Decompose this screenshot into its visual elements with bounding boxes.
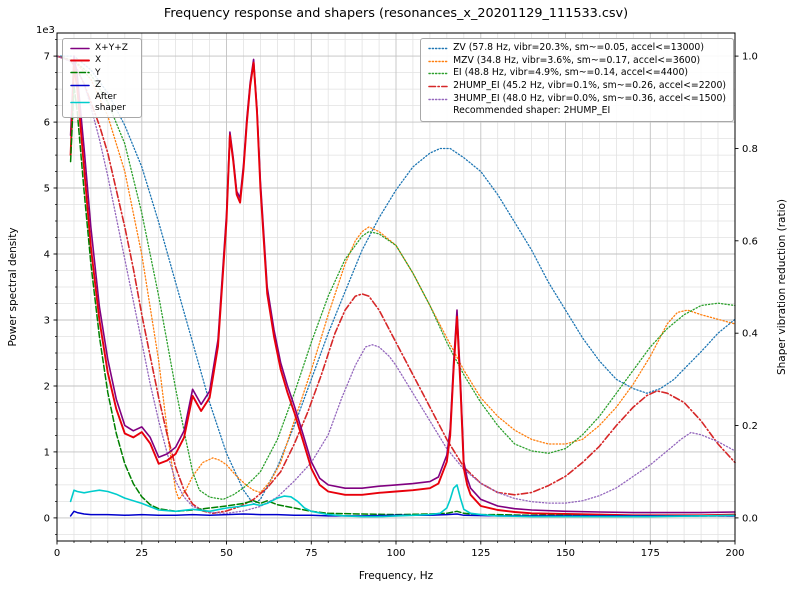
x-tick-label: 75 — [305, 548, 318, 559]
x-tick-label: 175 — [641, 548, 660, 559]
series-after-shaper-line — [69, 484, 736, 518]
legend-item-2hump-ei: 2HUMP_EI (45.2 Hz, vibr=0.1%, sm~=0.26, … — [428, 80, 726, 92]
legend-line-sample-3hump-ei — [428, 98, 448, 100]
x-tick-label: 125 — [471, 548, 490, 559]
legend-item-mzv: MZV (34.8 Hz, vibr=3.6%, sm~=0.17, accel… — [428, 54, 726, 67]
legend-line-sample-2hump-ei — [428, 85, 448, 88]
legend-psd: X+Y+Z X Y Z After shaper — [62, 38, 142, 119]
legend-item-x-y-z: X+Y+Z — [70, 43, 134, 53]
legend-line-sample-zv — [428, 47, 448, 50]
y-axis-left-ticks: 0 1 2 3 4 5 6 7 — [44, 39, 57, 535]
y-left-tick-label: 2 — [44, 382, 50, 393]
x-tick-label: 100 — [386, 548, 405, 559]
ei-line-icon — [428, 69, 448, 78]
y-line-icon — [70, 68, 90, 77]
legend-item-label: Z — [95, 80, 102, 91]
after-shaper-line-icon — [70, 98, 90, 107]
legend-item-label: After shaper — [95, 92, 126, 113]
x-y-z-line-icon — [70, 44, 90, 53]
3hump-ei-line-icon — [428, 95, 448, 104]
y-left-tick-label: 3 — [44, 316, 50, 327]
x-tick-label: 50 — [220, 548, 233, 559]
legend-line-sample-x-y-z — [70, 47, 90, 49]
legend-line-sample-after-shaper — [70, 101, 90, 104]
legend-item-label: MZV (34.8 Hz, vibr=3.6%, sm~=0.17, accel… — [453, 54, 701, 66]
series-mzv-line — [56, 55, 736, 501]
y-axis-offset-text: 1e3 — [36, 25, 55, 36]
y-right-tick-label: 1.0 — [742, 52, 758, 63]
legend-line-sample-x — [70, 59, 90, 62]
x-tick-label: 150 — [556, 548, 575, 559]
legend-item-3hump-ei: 3HUMP_EI (48.0 Hz, vibr=0.0%, sm~=0.36, … — [428, 92, 726, 105]
y-left-tick-label: 6 — [44, 118, 50, 129]
series-x-y-z-line — [69, 55, 736, 514]
legend-line-sample-mzv — [428, 60, 448, 62]
2hump-ei-line-icon — [428, 82, 448, 91]
x-tick-label: 25 — [135, 548, 148, 559]
legend-item-y: Y — [70, 68, 134, 78]
series-lines — [56, 55, 736, 518]
y-right-tick-label: 0.4 — [742, 329, 758, 340]
legend-item-x: X — [70, 55, 134, 65]
legend-item-label: ZV (57.8 Hz, vibr=20.3%, sm~=0.05, accel… — [453, 42, 704, 53]
legend-item-zv: ZV (57.8 Hz, vibr=20.3%, sm~=0.05, accel… — [428, 42, 726, 54]
legend-item-label: Y — [95, 67, 101, 78]
legend-line-sample-ei — [428, 73, 448, 75]
y-right-tick-label: 0.0 — [742, 513, 758, 524]
legend-item-ei: EI (48.8 Hz, vibr=4.9%, sm~=0.14, accel<… — [428, 68, 726, 79]
series-y-line — [69, 85, 736, 517]
legend-item-label: X — [95, 55, 102, 66]
y-axis-label-left: Power spectral density — [7, 227, 19, 347]
y-left-tick-label: 5 — [44, 184, 50, 195]
legend-line-sample-y — [70, 72, 90, 74]
x-axis-ticks: 0 25 50 75 100 125 150 175 200 — [54, 541, 745, 559]
x-line-icon — [70, 56, 90, 65]
chart-title: Frequency response and shapers (resonanc… — [163, 6, 629, 21]
legend-shapers: ZV (57.8 Hz, vibr=20.3%, sm~=0.05, accel… — [420, 38, 734, 123]
legend-item-after-shaper: After shaper — [70, 92, 134, 113]
y-right-tick-label: 0.2 — [742, 421, 758, 432]
y-left-tick-label: 4 — [44, 250, 50, 261]
series-zv-line — [56, 55, 736, 505]
legend-line-sample-z — [70, 84, 90, 86]
y-left-tick-label: 1 — [44, 447, 50, 458]
x-tick-label: 200 — [725, 548, 744, 559]
y-axis-right-ticks: 0.0 0.2 0.4 0.6 0.8 1.0 — [735, 52, 758, 524]
legend-item-z: Z — [70, 80, 134, 90]
series-3hump-ei-line — [56, 55, 736, 514]
zv-line-icon — [428, 44, 448, 53]
y-left-tick-label: 0 — [44, 513, 50, 524]
legend-item-label: 3HUMP_EI (48.0 Hz, vibr=0.0%, sm~=0.36, … — [453, 92, 726, 104]
legend-note-recommended-shaper: Recommended shaper: 2HUMP_EI — [453, 105, 611, 117]
legend-item-label: EI (48.8 Hz, vibr=4.9%, sm~=0.14, accel<… — [453, 67, 689, 79]
y-right-tick-label: 0.8 — [742, 144, 758, 155]
y-axis-label-right: Shaper vibration reduction (ratio) — [776, 198, 788, 376]
legend-item-label: 2HUMP_EI (45.2 Hz, vibr=0.1%, sm~=0.26, … — [453, 80, 726, 92]
x-tick-label: 0 — [54, 548, 60, 559]
mzv-line-icon — [428, 57, 448, 66]
y-left-tick-label: 7 — [44, 52, 50, 63]
legend-item-label: X+Y+Z — [95, 43, 128, 53]
x-axis-label: Frequency, Hz — [358, 570, 434, 582]
series-2hump-ei-line — [56, 55, 736, 515]
series-x-line — [69, 61, 736, 517]
y-right-tick-label: 0.6 — [742, 236, 758, 247]
series-ei-line — [56, 55, 736, 501]
z-line-icon — [70, 81, 90, 90]
